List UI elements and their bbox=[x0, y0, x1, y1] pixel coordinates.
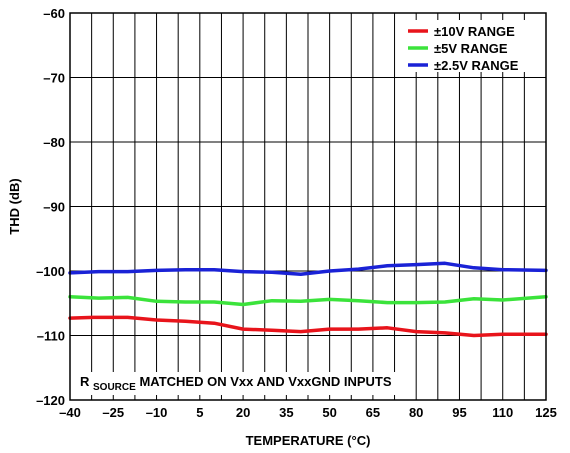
x-tick-label: 95 bbox=[452, 405, 466, 420]
legend: ±10V RANGE ±5V RANGE ±2.5V RANGE bbox=[402, 20, 542, 73]
legend-label: ±5V RANGE bbox=[434, 41, 508, 56]
series-line bbox=[68, 295, 548, 307]
x-tick-label: –40 bbox=[59, 405, 81, 420]
annotation-base: R bbox=[80, 374, 90, 389]
x-tick-label: 125 bbox=[535, 405, 557, 420]
x-axis-title: TEMPERATURE (°C) bbox=[246, 433, 371, 448]
y-tick-label: –90 bbox=[43, 200, 65, 215]
legend-label: ±10V RANGE bbox=[434, 24, 515, 39]
y-tick-label: –120 bbox=[36, 393, 65, 408]
data-series bbox=[68, 261, 548, 338]
y-tick-label: –60 bbox=[43, 6, 65, 21]
y-tick-label: –80 bbox=[43, 135, 65, 150]
y-axis-title: THD (dB) bbox=[7, 178, 22, 234]
x-tick-label: 5 bbox=[196, 405, 203, 420]
plot-frame bbox=[69, 12, 547, 401]
y-tick-label: –100 bbox=[36, 264, 65, 279]
x-tick-label: 50 bbox=[322, 405, 336, 420]
source-annotation: R SOURCE MATCHED ON Vxx AND VxxGND INPUT… bbox=[80, 374, 392, 393]
x-tick-label: 110 bbox=[492, 405, 513, 420]
series-line bbox=[68, 315, 548, 338]
x-tick-label: 80 bbox=[409, 405, 423, 420]
y-tick-label: –70 bbox=[43, 71, 65, 86]
annotation-rest: MATCHED ON Vxx AND VxxGND INPUTS bbox=[139, 374, 391, 389]
x-tick-label: 20 bbox=[236, 405, 250, 420]
x-tick-label: 35 bbox=[279, 405, 293, 420]
x-tick-label: 65 bbox=[366, 405, 380, 420]
series-line bbox=[68, 261, 548, 276]
legend-label: ±2.5V RANGE bbox=[434, 58, 519, 73]
axis-ticks: –40 –25 –10 5 20 35 50 65 80 95 110 125 –120 –110 –100… bbox=[36, 6, 557, 420]
x-tick-label: –25 bbox=[102, 405, 124, 420]
x-tick-label: –10 bbox=[146, 405, 168, 420]
annotation-subscript: SOURCE bbox=[93, 382, 136, 393]
y-tick-label: –110 bbox=[37, 329, 65, 344]
annotation-background bbox=[76, 372, 396, 395]
